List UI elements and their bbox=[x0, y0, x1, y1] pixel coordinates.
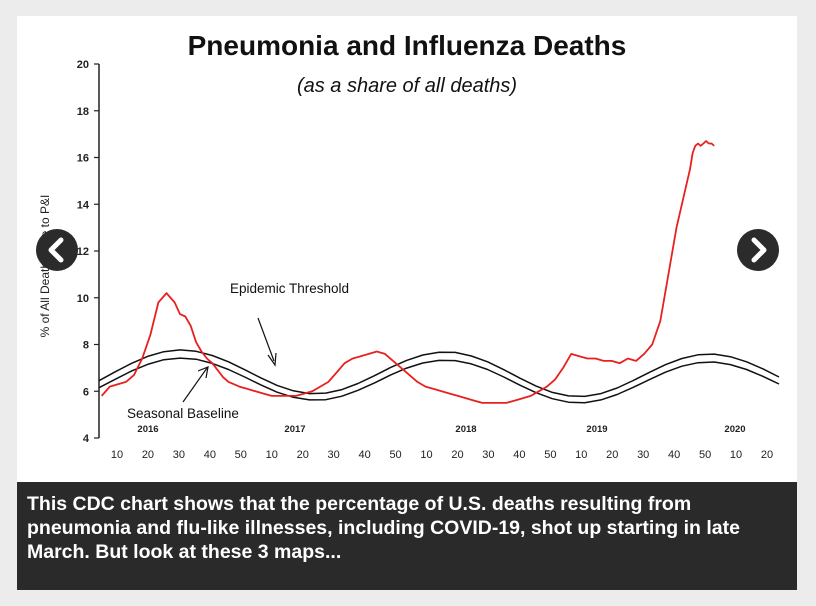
x-tick-label: 10 bbox=[575, 449, 587, 461]
year-label: 2020 bbox=[724, 424, 745, 435]
y-tick-label: 10 bbox=[77, 293, 89, 305]
epidemic-threshold-arrow bbox=[257, 317, 275, 362]
y-tick-label: 12 bbox=[77, 246, 89, 258]
x-tick-label: 40 bbox=[358, 449, 370, 461]
y-tick-label: 16 bbox=[77, 153, 89, 165]
chevron-right-icon bbox=[751, 237, 767, 263]
year-label: 2017 bbox=[284, 424, 305, 435]
x-tick-label: 50 bbox=[699, 449, 711, 461]
x-tick-label: 40 bbox=[204, 449, 216, 461]
x-tick-label: 30 bbox=[482, 449, 494, 461]
x-tick-label: 40 bbox=[513, 449, 525, 461]
x-tick-label: 40 bbox=[668, 449, 680, 461]
seasonal-baseline-annotation: Seasonal Baseline bbox=[127, 406, 239, 421]
x-tick-label: 30 bbox=[173, 449, 185, 461]
year-label: 2016 bbox=[137, 424, 158, 435]
slide-caption: This CDC chart shows that the percentage… bbox=[17, 482, 797, 590]
chart-subtitle: (as a share of all deaths) bbox=[296, 75, 518, 97]
x-tick-label: 20 bbox=[142, 449, 154, 461]
x-tick-label: 10 bbox=[266, 449, 278, 461]
seasonal-baseline-line bbox=[98, 357, 780, 404]
chart-title: Pneumonia and Influenza Deaths bbox=[187, 30, 627, 61]
seasonal-baseline-arrowhead bbox=[197, 366, 209, 379]
next-slide-button[interactable] bbox=[737, 229, 779, 271]
y-tick-label: 20 bbox=[77, 59, 89, 71]
y-tick-label: 4 bbox=[83, 433, 90, 445]
y-tick-label: 8 bbox=[83, 340, 89, 352]
x-tick-label: 50 bbox=[544, 449, 556, 461]
x-tick-label: 30 bbox=[328, 449, 340, 461]
x-tick-label: 20 bbox=[451, 449, 463, 461]
x-tick-label: 10 bbox=[420, 449, 432, 461]
chevron-left-icon bbox=[48, 237, 64, 263]
x-tick-label: 10 bbox=[730, 449, 742, 461]
y-tick-label: 6 bbox=[83, 386, 89, 398]
seasonal-baseline-arrow bbox=[182, 367, 208, 403]
epidemic-threshold-arrowhead bbox=[267, 352, 277, 367]
x-tick-label: 20 bbox=[761, 449, 773, 461]
x-tick-label: 10 bbox=[111, 449, 123, 461]
y-tick-label: 18 bbox=[77, 106, 89, 118]
previous-slide-button[interactable] bbox=[36, 229, 78, 271]
year-label: 2019 bbox=[586, 424, 607, 435]
caption-text: This CDC chart shows that the percentage… bbox=[27, 493, 740, 563]
x-tick-label: 20 bbox=[606, 449, 618, 461]
epidemic-threshold-annotation: Epidemic Threshold bbox=[230, 281, 349, 296]
x-tick-label: 50 bbox=[389, 449, 401, 461]
epidemic-threshold-line bbox=[98, 349, 780, 398]
observed-pi-line bbox=[101, 140, 715, 404]
x-tick-label: 50 bbox=[235, 449, 247, 461]
x-tick-label: 20 bbox=[297, 449, 309, 461]
y-tick-label: 14 bbox=[77, 199, 90, 211]
year-label: 2018 bbox=[455, 424, 476, 435]
x-tick-label: 30 bbox=[637, 449, 649, 461]
